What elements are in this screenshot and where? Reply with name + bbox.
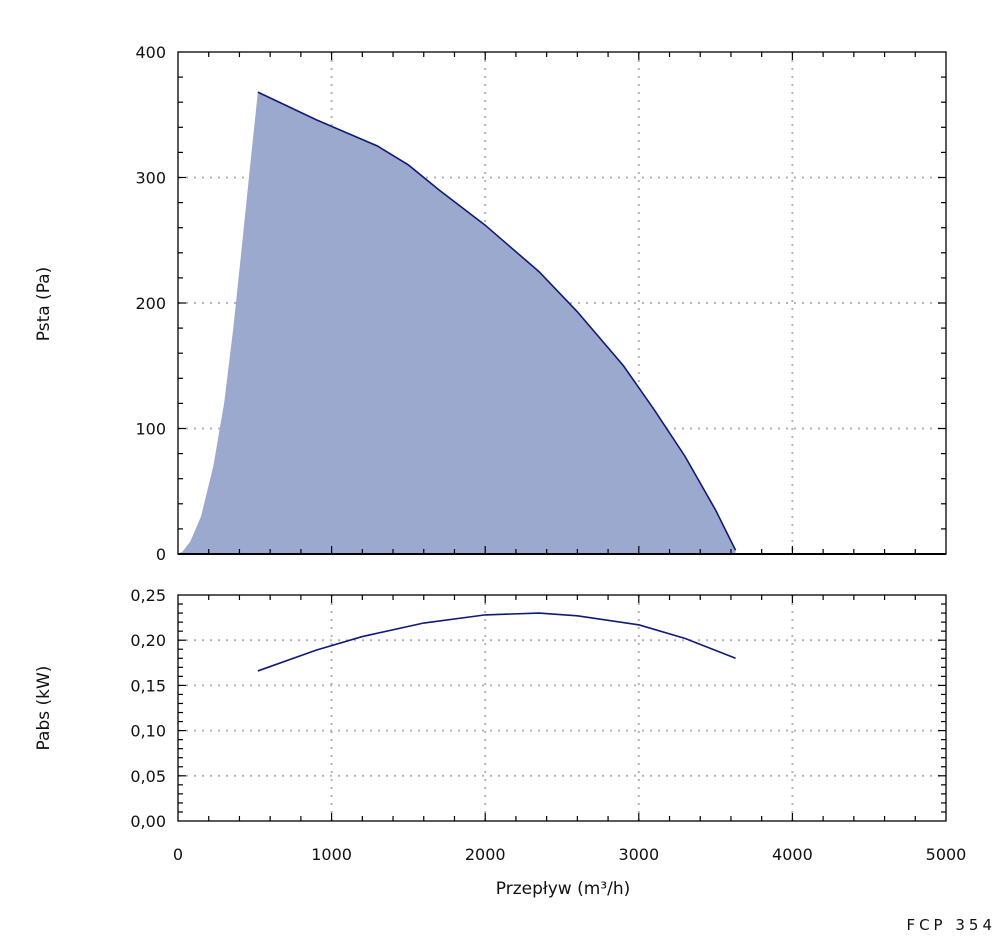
x-tick-label: 0 — [173, 845, 183, 864]
x-tick-label: 4000 — [772, 845, 813, 864]
model-label: FCP 354 — [906, 916, 996, 934]
bottom-tick-marks — [178, 595, 946, 821]
pressure-area-fill — [178, 92, 736, 554]
top-y-tick-label: 300 — [135, 169, 166, 188]
x-tick-label: 5000 — [926, 845, 967, 864]
bottom-grid — [178, 595, 946, 821]
x-axis-title: Przepływ (m³/h) — [496, 879, 630, 899]
bottom-y-tick-label: 0,25 — [130, 586, 166, 605]
x-tick-labels: 0 1000 2000 3000 4000 5000 — [173, 845, 966, 864]
top-y-axis-title: Psta (Pa) — [34, 267, 54, 341]
bottom-y-tick-label: 0,10 — [130, 722, 166, 741]
bottom-y-tick-label: 0,15 — [130, 676, 166, 695]
pressure-curve-line — [257, 91, 737, 551]
bottom-y-tick-label: 0,00 — [130, 812, 166, 831]
bottom-y-axis-title: Pabs (kW) — [34, 666, 54, 751]
top-y-tick-label: 400 — [135, 43, 166, 62]
bottom-plot-frame — [177, 594, 947, 822]
power-curve-line — [257, 612, 736, 672]
bottom-y-tick-label: 0,05 — [130, 767, 166, 786]
top-tick-marks — [178, 52, 946, 554]
top-y-tick-labels: 0 100 200 300 400 — [135, 43, 166, 564]
x-tick-label: 3000 — [618, 845, 659, 864]
bottom-y-tick-label: 0,20 — [130, 631, 166, 650]
bottom-y-tick-labels: 0,00 0,05 0,10 0,15 0,20 0,25 — [130, 586, 166, 831]
top-y-tick-label: 200 — [135, 294, 166, 313]
top-y-tick-label: 100 — [135, 420, 166, 439]
x-tick-label: 1000 — [311, 845, 352, 864]
x-tick-label: 2000 — [465, 845, 506, 864]
top-y-tick-label: 0 — [156, 545, 166, 564]
